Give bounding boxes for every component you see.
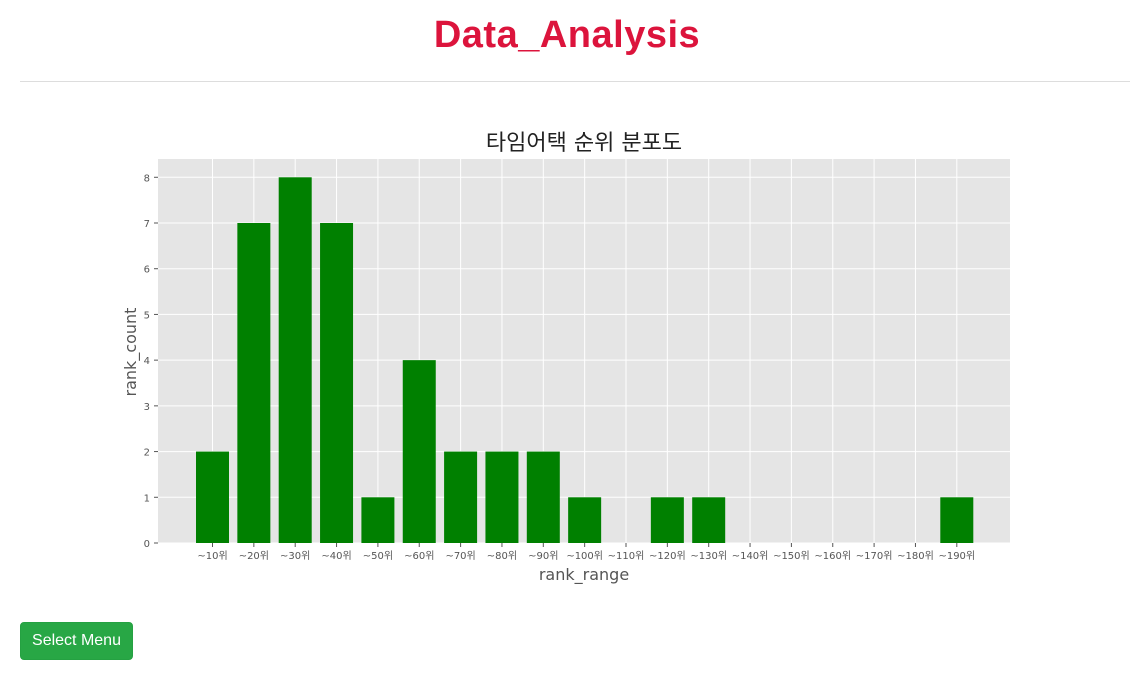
bar	[361, 497, 395, 543]
bar	[940, 497, 974, 543]
bar	[526, 451, 560, 543]
x-tick-label: ~30위	[280, 549, 310, 562]
y-tick-label: 1	[144, 493, 150, 504]
x-tick-label: ~100위	[566, 549, 603, 562]
x-tick-label: ~60위	[404, 549, 434, 562]
x-tick-label: ~80위	[487, 549, 517, 562]
y-tick-label: 5	[144, 310, 150, 321]
bar	[278, 177, 312, 544]
y-tick-label: 3	[144, 402, 150, 413]
chart-title: 타임어택 순위 분포도	[486, 131, 682, 156]
y-tick-layer: 0 1 2 3 4 5 6 7 8	[144, 173, 158, 550]
bar	[402, 360, 436, 543]
y-tick-label: 7	[144, 219, 150, 230]
x-tick-label: ~140위	[732, 549, 769, 562]
x-axis-label: rank_range	[539, 565, 629, 585]
x-tick-label: ~110위	[608, 549, 645, 562]
bar	[237, 223, 271, 543]
bar	[692, 497, 726, 543]
bar	[444, 451, 478, 543]
page-title: Data_Analysis	[433, 14, 701, 56]
y-axis-label: rank_count	[121, 308, 141, 397]
x-tick-label: ~120위	[649, 549, 686, 562]
header-divider	[20, 81, 1130, 82]
x-tick-label: ~70위	[445, 549, 475, 562]
bar-chart: 0 1 2 3 4 5 6 7 8 ~10위 ~20위 ~30위 ~40위 ~50위 ~60위 ~70위 ~8…	[121, 131, 1010, 585]
bar	[196, 451, 229, 543]
bar	[485, 451, 519, 543]
x-tick-label: ~130위	[690, 549, 727, 562]
bar	[650, 497, 684, 543]
bar	[568, 497, 602, 543]
x-tick-label: ~160위	[814, 549, 851, 562]
y-tick-label: 2	[144, 448, 150, 459]
bar	[320, 223, 354, 543]
y-tick-label: 6	[144, 265, 150, 276]
x-tick-label: ~40위	[321, 549, 351, 562]
y-tick-label: 0	[144, 539, 150, 550]
x-tick-label: ~10위	[197, 549, 227, 562]
select-menu-button[interactable]: Select Menu	[20, 622, 133, 660]
x-tick-label: ~180위	[897, 549, 934, 562]
x-tick-layer: ~10위 ~20위 ~30위 ~40위 ~50위 ~60위 ~70위 ~80위 ~90위 ~100…	[197, 543, 975, 562]
x-tick-label: ~50위	[363, 549, 393, 562]
bar-layer	[196, 177, 974, 544]
x-tick-label: ~20위	[239, 549, 269, 562]
x-tick-label: ~190위	[938, 549, 975, 562]
x-tick-label: ~90위	[528, 549, 558, 562]
y-tick-label: 4	[144, 356, 150, 367]
y-tick-label: 8	[144, 173, 150, 184]
x-tick-label: ~150위	[773, 549, 810, 562]
x-tick-label: ~170위	[856, 549, 893, 562]
